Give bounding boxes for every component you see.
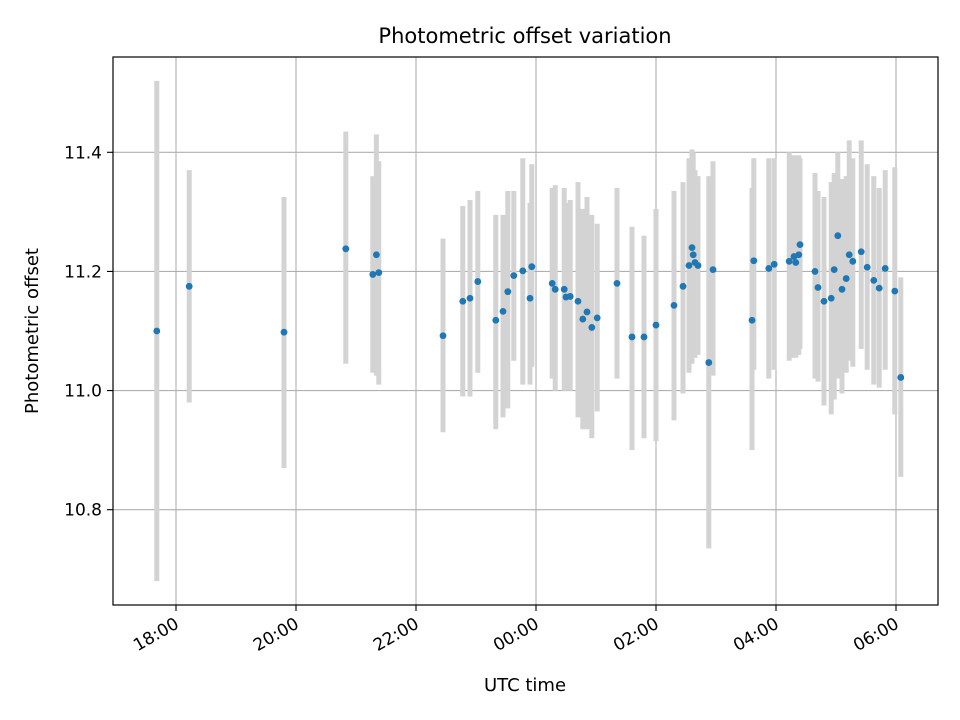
data-point <box>863 263 871 271</box>
data-point <box>842 275 850 282</box>
data-point <box>875 284 883 292</box>
data-point <box>891 287 899 295</box>
data-point <box>688 244 696 252</box>
data-point <box>560 285 568 293</box>
y-axis-label: Photometric offset <box>22 248 43 414</box>
data-point <box>870 276 878 284</box>
data-point <box>785 257 793 265</box>
data-point <box>185 282 193 290</box>
data-point <box>593 314 601 322</box>
data-point <box>881 265 889 272</box>
data-point <box>670 301 678 309</box>
data-point <box>579 315 587 323</box>
data-point <box>834 232 842 240</box>
data-point <box>827 294 835 302</box>
data-point <box>583 308 591 316</box>
data-point <box>820 297 828 305</box>
y-axis-ticks: 10.8 11.0 11.2 11.4 <box>64 143 113 521</box>
data-point <box>705 359 713 366</box>
data-point <box>528 263 536 271</box>
data-point <box>613 279 621 287</box>
data-point <box>689 251 697 259</box>
data-point <box>679 282 687 290</box>
data-point <box>369 271 377 278</box>
data-point <box>280 328 288 336</box>
data-point <box>459 297 467 305</box>
y-tick-label: 11.0 <box>64 382 102 402</box>
data-point <box>519 267 527 275</box>
data-point <box>510 272 518 280</box>
data-point <box>897 374 905 381</box>
data-point <box>811 268 819 275</box>
data-point <box>566 293 574 300</box>
data-point <box>748 316 756 324</box>
data-point <box>849 257 857 265</box>
data-point <box>153 327 161 335</box>
data-point <box>504 288 512 296</box>
data-point <box>548 279 556 287</box>
data-point <box>466 294 474 302</box>
data-point <box>845 251 853 259</box>
data-point <box>838 285 846 293</box>
data-point <box>796 241 804 249</box>
data-point <box>474 278 482 285</box>
data-point <box>574 297 582 305</box>
data-point <box>814 284 822 291</box>
data-point <box>588 324 596 331</box>
data-point <box>750 257 758 265</box>
data-points <box>153 232 905 381</box>
y-tick-label: 11.4 <box>64 143 102 163</box>
data-point <box>792 259 800 266</box>
x-axis-label: UTC time <box>484 675 566 696</box>
data-point <box>770 260 778 268</box>
data-point <box>709 266 717 274</box>
data-point <box>439 332 447 340</box>
data-point <box>551 285 559 293</box>
data-point <box>499 307 507 315</box>
data-point <box>375 269 383 277</box>
data-point <box>373 251 380 259</box>
chart-title: Photometric offset variation <box>378 24 671 48</box>
data-point <box>526 294 534 302</box>
data-point <box>857 248 865 256</box>
data-point <box>628 333 636 341</box>
data-point <box>492 316 500 324</box>
data-point <box>652 321 660 329</box>
data-point <box>685 262 693 269</box>
data-point <box>640 333 648 341</box>
data-point <box>795 251 803 259</box>
plot-frame <box>112 56 939 606</box>
data-point <box>765 265 773 272</box>
data-point <box>694 262 702 269</box>
data-point <box>342 245 350 253</box>
y-tick-label: 11.2 <box>64 262 102 282</box>
data-point <box>830 266 838 274</box>
y-tick-label: 10.8 <box>64 501 102 521</box>
